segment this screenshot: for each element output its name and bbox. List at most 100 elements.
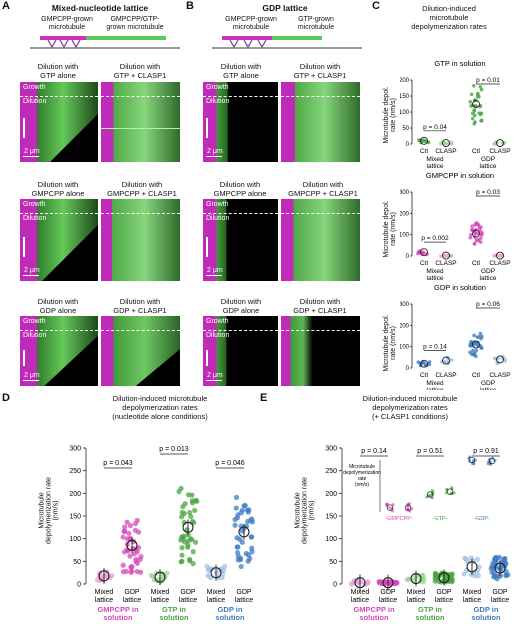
data-point [179, 545, 185, 551]
data-point [237, 555, 243, 561]
panel-b-title: GDP lattice [262, 3, 308, 13]
data-point [502, 555, 508, 562]
panel-a-microtubule-schematic [30, 36, 180, 49]
inset-data-point [388, 506, 392, 510]
data-point [378, 579, 384, 585]
data-point [476, 340, 480, 345]
data-point [502, 141, 506, 145]
kymograph-b-gdp-clasp [281, 316, 360, 386]
y-tick-label: 50 [329, 559, 337, 566]
data-point [234, 515, 241, 521]
p-value-label: p = 0.013 [159, 446, 188, 453]
data-point [133, 556, 139, 563]
data-point [120, 534, 126, 540]
inset-mean-marker [488, 457, 496, 465]
data-point [469, 339, 473, 344]
data-point [469, 233, 473, 237]
kymograph-b-gmpcpp-clasp [281, 199, 360, 281]
data-point [472, 113, 477, 118]
x-tick-label: GDP [180, 589, 196, 596]
x-tick-label: lattice [351, 597, 369, 604]
x-tick-label: lattice [95, 597, 113, 604]
data-point [492, 562, 498, 568]
data-point [189, 518, 196, 524]
inset-data-point [385, 503, 389, 507]
y-tick-label: 150 [325, 514, 337, 521]
x-tick-label: lattice [435, 597, 453, 604]
inset-group-label: -GMPCPP- [385, 516, 413, 522]
data-point [128, 564, 134, 571]
x-tick-label: GDP [492, 589, 508, 596]
mean-marker [442, 251, 450, 260]
p-value-label: p = 0.91 [473, 448, 499, 455]
x-tick-label: Ctl [472, 372, 481, 379]
y-tick-label: 50 [402, 126, 409, 132]
x-group-label: GMPCPP in [97, 605, 139, 614]
data-point [470, 116, 475, 121]
x-group-label: Mixed [426, 268, 444, 275]
inset-ylabel: Microtubule [349, 464, 375, 470]
inset-group-label: -GDP- [474, 516, 490, 522]
inset-data-point [391, 503, 395, 507]
data-point [235, 544, 241, 550]
data-point [245, 552, 252, 558]
x-group-label: GDP in [218, 605, 243, 614]
p-value-label: p = 0.046 [215, 460, 244, 467]
panel-c-title: Dilution-induced microtubule depolymeriz… [411, 4, 487, 31]
a-r2-left-title: Dilution with GMPCPP alone [31, 180, 85, 198]
y-tick-label: 300 [400, 190, 410, 196]
data-point [416, 360, 421, 365]
b-r1-left-title: Dilution with GTP alone [220, 62, 262, 80]
data-point [472, 109, 477, 113]
data-point [393, 579, 399, 585]
x-group-label: lattice [480, 275, 497, 282]
mean-marker [496, 251, 504, 260]
x-group-label: lattice [427, 163, 444, 170]
panel-c-ylabel-3: Microtubule depol. rate (nm/s) [383, 314, 397, 372]
mean-marker [420, 359, 428, 368]
x-group-label: GTP in [162, 605, 186, 614]
dilution-label: Dilution [23, 98, 47, 105]
inset-ylabel: (nm/s) [355, 482, 370, 488]
data-point [138, 569, 144, 575]
data-point [241, 503, 247, 509]
data-point [494, 555, 500, 561]
data-point [233, 505, 239, 511]
data-point [503, 359, 508, 363]
data-point [232, 522, 238, 528]
y-tick-label: 100 [69, 536, 81, 543]
inset-mean-marker [404, 504, 412, 511]
data-point [124, 519, 130, 525]
data-point [188, 513, 194, 520]
data-point [249, 545, 255, 551]
data-point [478, 331, 483, 336]
data-point [489, 569, 495, 575]
p-value-label: p = 0.03 [476, 189, 500, 196]
x-tick-label: Mixed [95, 589, 114, 596]
x-group-label: lattice [480, 387, 497, 390]
data-point [404, 577, 410, 583]
panel-label-a: A [2, 0, 10, 12]
x-group-label: solution [359, 613, 389, 622]
kymograph-a-gmpcpp: Growth Dilution 2 μm [20, 199, 98, 281]
data-point [387, 580, 393, 587]
data-point [239, 539, 245, 545]
panel-c-ylabel: Microtubule depol. rate (nm/s) [383, 86, 397, 144]
data-point [474, 348, 479, 353]
data-point [178, 537, 184, 543]
p-value-label: p = 0.04 [423, 124, 447, 131]
panel-label-d: D [2, 392, 10, 404]
x-group-label: solution [103, 613, 133, 622]
panel-e-title: Dilution-induced microtubule depolymeriz… [362, 394, 458, 421]
data-point [472, 242, 477, 246]
x-tick-label: Mixed [207, 589, 226, 596]
y-tick-label: 0 [406, 366, 410, 372]
data-point [476, 564, 482, 570]
b-r2-left-title: Dilution with GMPCPP alone [213, 180, 267, 198]
y-tick-label: 200 [325, 491, 337, 498]
kymograph-a-gtp-clasp [101, 82, 180, 162]
kymograph-a-gmpcpp-clasp [101, 199, 180, 281]
scale-label: 2 μm [24, 148, 40, 155]
mean-marker [472, 229, 480, 238]
y-tick-label: 0 [406, 142, 410, 148]
